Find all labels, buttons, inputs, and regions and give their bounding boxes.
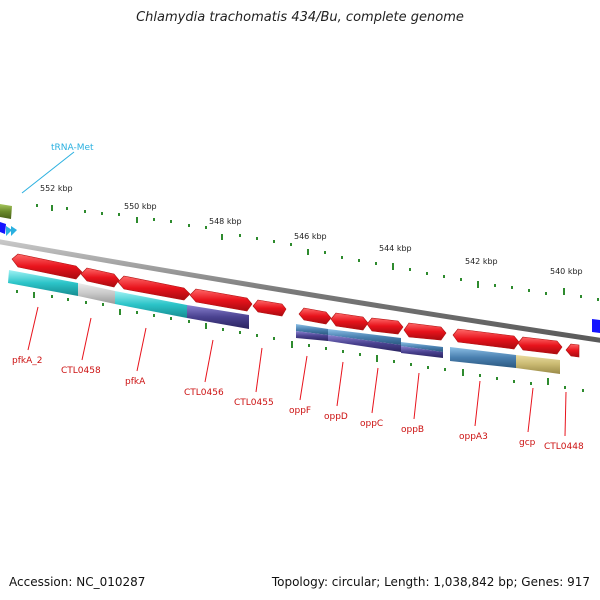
trna-arrow-2 bbox=[11, 226, 17, 236]
trna-marker bbox=[0, 222, 6, 234]
gene-arrow-gcp bbox=[517, 336, 563, 355]
cog-segment-cyan bbox=[8, 270, 78, 296]
gene-arrow-pfkA_2 bbox=[11, 253, 83, 280]
gene-arrow-oppF bbox=[298, 307, 332, 325]
gene-arrow-oppD bbox=[330, 312, 369, 331]
cog-segment-purple bbox=[296, 331, 328, 341]
scale-label: 542 kbp bbox=[465, 257, 498, 266]
gene-marker-blue bbox=[592, 319, 600, 333]
gene-arrow-CTL0448 bbox=[565, 343, 580, 358]
gene-label-oppC: oppC bbox=[360, 419, 383, 429]
gene-arrow-CTL0458 bbox=[80, 267, 120, 288]
topology-text: Topology: circular; Length: 1,038,842 bp… bbox=[271, 575, 590, 589]
gene-label-pfkA_2: pfkA_2 bbox=[12, 356, 42, 366]
gene-arrow-oppC bbox=[366, 317, 404, 335]
cog-segment-steel bbox=[450, 347, 516, 368]
trna-leader bbox=[21, 151, 75, 194]
accession-text: Accession: NC_010287 bbox=[9, 575, 146, 589]
gene-label-oppA3: oppA3 bbox=[459, 432, 488, 442]
lower-ticks bbox=[16, 290, 584, 392]
gene-label-oppF: oppF bbox=[289, 406, 311, 416]
gene-leader bbox=[474, 380, 481, 427]
gene-label-CTL0456: CTL0456 bbox=[184, 388, 224, 398]
genome-backbone bbox=[0, 239, 600, 343]
gene-label-CTL0448: CTL0448 bbox=[544, 442, 584, 452]
scale-ticks bbox=[36, 204, 599, 301]
gene-label-gcp: gcp bbox=[519, 438, 536, 448]
cog-segment-steel bbox=[401, 342, 443, 352]
cog-segment-steel bbox=[296, 324, 328, 335]
gene-arrow-oppB bbox=[403, 322, 447, 341]
cog-segment-purple bbox=[328, 335, 401, 352]
cog-segment-steel bbox=[328, 329, 401, 345]
gene-leader bbox=[413, 372, 420, 420]
gene-leader bbox=[336, 361, 344, 407]
gene-label-pfkA: pfkA bbox=[125, 377, 146, 387]
scale-label: 544 kbp bbox=[379, 244, 412, 253]
gene-leader bbox=[299, 355, 308, 401]
cog-segment-grey bbox=[78, 283, 115, 304]
map-title: Chlamydia trachomatis 434/Bu, complete g… bbox=[136, 10, 464, 25]
gene-leader bbox=[27, 306, 39, 351]
cog-segment-olive bbox=[0, 204, 12, 219]
gene-arrow-oppA3 bbox=[452, 328, 520, 350]
scale-label: 552 kbp bbox=[40, 184, 73, 193]
cog-segment-khaki bbox=[516, 355, 560, 374]
cog-segment-purple bbox=[401, 346, 443, 358]
gene-arrow-CTL0456 bbox=[189, 288, 253, 312]
scale-label: 540 kbp bbox=[550, 267, 583, 276]
gene-leader bbox=[564, 391, 567, 437]
gene-leader bbox=[81, 317, 92, 361]
gene-leader bbox=[204, 339, 214, 383]
trna-label: tRNA-Met bbox=[51, 143, 94, 153]
trna-arrow-1 bbox=[6, 226, 12, 236]
scale-label: 546 kbp bbox=[294, 232, 327, 241]
scale-label: 548 kbp bbox=[209, 217, 242, 226]
gene-arrow-pfkA bbox=[117, 275, 191, 301]
gene-leader bbox=[136, 327, 147, 372]
cog-segment-purple bbox=[187, 305, 249, 329]
cog-segment-cyan bbox=[115, 291, 187, 318]
scale-label: 550 kbp bbox=[124, 202, 157, 211]
gene-arrow-CTL0455 bbox=[252, 299, 287, 317]
gene-label-oppB: oppB bbox=[401, 425, 424, 435]
gene-label-oppD: oppD bbox=[324, 412, 348, 422]
gene-label-CTL0458: CTL0458 bbox=[61, 366, 101, 376]
gene-leader bbox=[255, 347, 263, 393]
gene-leader bbox=[527, 387, 534, 433]
gene-label-CTL0455: CTL0455 bbox=[234, 398, 274, 408]
gene-leader bbox=[371, 367, 379, 414]
